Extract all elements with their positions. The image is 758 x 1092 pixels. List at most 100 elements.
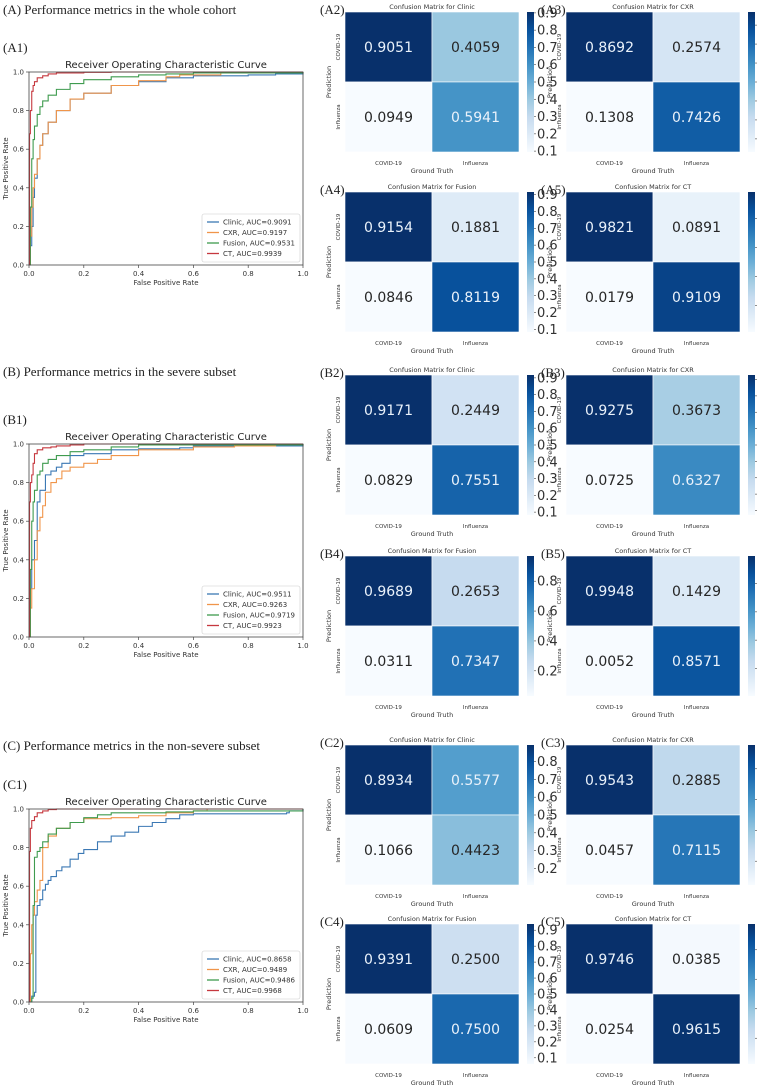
y-tick-label: 0.4 [13,556,25,564]
y-tick-label: COVID-19 [557,33,563,60]
x-tick-label: Influenza [684,161,709,167]
y-axis-label: Prediction [546,610,554,642]
x-tick-label: 0.8 [243,270,254,278]
legend-entry-clinic: Clinic, AUC=0.8658 [223,956,292,964]
cell-value-label: 0.0829 [364,473,413,489]
cell-value-label: 0.8692 [585,40,634,56]
colorbar-tick-label: 0.3 [537,1019,558,1034]
y-axis-label: Prediction [546,978,554,1010]
heatmap-cell [652,923,741,995]
heatmap-cell [344,374,433,446]
y-tick-label: Influenza [557,837,563,862]
roc-line-fusion [29,809,304,1003]
cell-value-label: 0.9171 [364,403,413,419]
y-tick-label: Influenza [336,1016,342,1041]
chart-title: Confusion Matrix for CT [615,547,691,555]
cell-value-label: 0.0725 [585,473,634,489]
heatmap-cell [344,555,433,627]
cell-value-label: 0.9154 [364,220,413,236]
x-axis-label: Ground Truth [411,711,453,719]
y-tick-label: 1.0 [13,69,24,77]
heatmap-cell [652,744,741,816]
cell-value-label: 0.0457 [585,843,634,859]
heatmap-cell [565,444,654,516]
heatmap-cell [652,814,741,886]
confusion-matrix-c5: Confusion Matrix for CT 0.9746 0.0385 0.025… [546,915,757,1087]
section-title-b: (B) Performance metrics in the severe su… [3,364,237,379]
panel-label: (B3) [541,365,565,380]
heatmap-cell [431,814,520,886]
x-axis-label: Ground Truth [632,167,674,175]
cell-value-label: 0.9615 [672,1022,721,1038]
y-tick-label: 0.2 [13,595,24,603]
heatmap-cell [344,744,433,816]
panel-label: (B2) [320,365,344,380]
legend-entry-clinic: Clinic, AUC=0.9091 [223,219,292,227]
colorbar-tick-label: 0.6 [537,422,558,437]
colorbar-tick-label: 0.7 [537,956,558,971]
cell-value-label: 0.0385 [672,952,721,968]
x-tick-label: 0.2 [78,1007,89,1015]
y-axis-label: True Positive Rate [2,874,10,937]
y-axis-label: Prediction [325,66,333,98]
x-tick-label: 1.0 [297,642,308,650]
legend-entry-cxr: CXR, AUC=0.9197 [223,229,287,237]
y-axis-label: Prediction [325,429,333,461]
colorbar-tick-label: 0.7 [537,773,558,788]
heatmap-cell [652,374,741,446]
colorbar-tick-label: 0.5 [537,988,558,1003]
y-tick-label: 1.0 [13,441,24,449]
chart-title: Confusion Matrix for CXR [612,366,694,374]
cell-value-label: 0.9275 [585,403,634,419]
heatmap-cell [431,625,520,697]
colorbar-tick-label: 0.2 [537,306,558,321]
heatmap-cell [344,191,433,263]
panel-label: (C2) [320,735,344,750]
roc-line-fusion [29,72,304,266]
roc-line-cxr [29,444,304,638]
heatmap-cell [431,261,520,333]
chart-title: Confusion Matrix for Fusion [388,183,477,191]
legend-box [201,585,301,635]
x-tick-label: COVID-19 [596,524,623,530]
roc-line-clinic [29,809,304,1003]
panel-label: (B1) [3,412,27,427]
colorbar-tick-label: 0.6 [537,791,558,806]
heatmap-cell [565,555,654,627]
cell-value-label: 0.9821 [585,220,634,236]
confusion-matrix-b3: Confusion Matrix for CXR 0.9275 0.3673 0.07… [546,366,757,538]
colorbar-tick-label: 0.2 [537,127,558,142]
cell-value-label: 0.2574 [672,40,721,56]
x-tick-label: COVID-19 [375,524,402,530]
y-tick-label: COVID-19 [336,213,342,240]
colorbar-tick-label: 0.8 [537,388,558,403]
y-tick-label: 0.2 [13,960,24,968]
legend-entry-fusion: Fusion, AUC=0.9486 [223,977,296,985]
colorbar-tick-label: 0.6 [537,605,558,620]
cell-value-label: 0.5577 [451,773,500,789]
cell-value-label: 0.8934 [364,773,413,789]
cell-value-label: 0.9109 [672,290,721,306]
cell-value-label: 0.9543 [585,773,634,789]
y-axis-label: Prediction [325,246,333,278]
colorbar-tick-label: 0.4 [537,1003,558,1018]
x-tick-label: Influenza [463,705,488,711]
panel-label: (A2) [320,2,345,17]
confusion-matrix-b5: Confusion Matrix for CT 0.9948 0.1429 0.005… [546,547,757,719]
heatmap-cell [565,625,654,697]
cell-value-label: 0.0949 [364,110,413,126]
heatmap-cell [652,191,741,263]
colorbar-tick-label: 0.3 [537,110,558,125]
x-tick-label: COVID-19 [375,705,402,711]
cell-value-label: 0.9689 [364,584,413,600]
x-axis-label: Ground Truth [632,1079,674,1087]
y-tick-label: 0.4 [13,184,25,192]
y-tick-label: Influenza [557,467,563,492]
heatmap-cell [344,81,433,153]
x-tick-label: 0.8 [243,1007,254,1015]
cell-value-label: 0.4059 [451,40,500,56]
panel-label: (A1) [3,40,28,55]
colorbar-tick-label: 0.5 [537,76,558,91]
cell-value-label: 0.2449 [451,403,500,419]
x-tick-label: COVID-19 [596,161,623,167]
